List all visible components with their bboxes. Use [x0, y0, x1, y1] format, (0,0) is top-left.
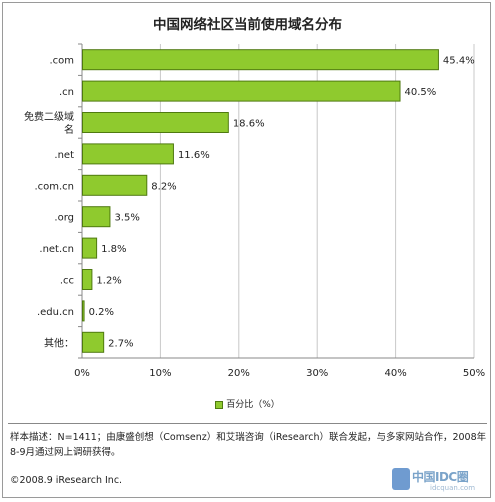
- bar: [82, 112, 229, 133]
- bar: [82, 300, 85, 322]
- value-label: 1.8%: [101, 244, 126, 255]
- category-label: .org: [54, 213, 74, 224]
- bar: [82, 206, 111, 228]
- value-label: 8.2%: [151, 181, 176, 192]
- category-label: .cn: [59, 87, 74, 98]
- footer-divider: [8, 423, 487, 424]
- bar: [82, 143, 174, 165]
- bar-chart: 0% 10% 20% 30% 40% 50% 45.4% .com 40.5% .cn 18.6% 免…: [24, 43, 485, 379]
- x-tick-label: 40%: [384, 368, 406, 379]
- watermark-logo: 中国IDC圈 idcquan.com: [390, 464, 492, 496]
- value-label: 0.2%: [89, 307, 114, 318]
- category-label: .com: [49, 56, 74, 67]
- x-tick-label: 20%: [228, 368, 250, 379]
- watermark-subtext: idcquan.com: [430, 484, 476, 492]
- category-label: 其他：: [44, 336, 74, 349]
- value-label: 45.4%: [443, 56, 475, 67]
- category-label: 免费二级域: [24, 110, 74, 123]
- value-label: 11.6%: [178, 150, 210, 161]
- watermark-badge-icon: [392, 468, 410, 490]
- value-label: 18.6%: [233, 119, 265, 130]
- category-label: 名: [64, 123, 74, 136]
- x-tick-label: 10%: [149, 368, 171, 379]
- value-label: 1.2%: [96, 276, 121, 287]
- category-label: .edu.cn: [37, 307, 74, 318]
- category-label: .cc: [60, 276, 74, 287]
- bar: [82, 80, 401, 102]
- legend-label: 百分比（%）: [226, 400, 280, 410]
- value-label: 40.5%: [405, 87, 437, 98]
- bar: [82, 174, 148, 196]
- value-label: 3.5%: [114, 213, 139, 224]
- category-label: .com.cn: [34, 181, 74, 192]
- bar: [82, 269, 93, 290]
- category-label: .net: [54, 150, 74, 161]
- legend-swatch: [215, 400, 224, 409]
- watermark-text: 中国IDC圈: [412, 470, 469, 484]
- value-label: 2.7%: [108, 338, 133, 349]
- bar: [82, 331, 105, 353]
- x-tick-label: 50%: [463, 368, 485, 379]
- category-label: .net.cn: [39, 244, 74, 255]
- copyright-text: ©2008.9 iResearch Inc.: [10, 475, 123, 486]
- chart-title: 中国网络社区当前使用域名分布: [153, 17, 342, 33]
- sample-note: 样本描述：N=1411；由康盛创想（Comsenz）和艾瑞咨询（iResearc…: [10, 432, 487, 458]
- x-tick-label: 30%: [306, 368, 328, 379]
- bar: [82, 237, 98, 259]
- bar: [82, 49, 439, 71]
- x-tick-label: 0%: [74, 368, 90, 379]
- legend: 百分比（%）: [0, 397, 495, 410]
